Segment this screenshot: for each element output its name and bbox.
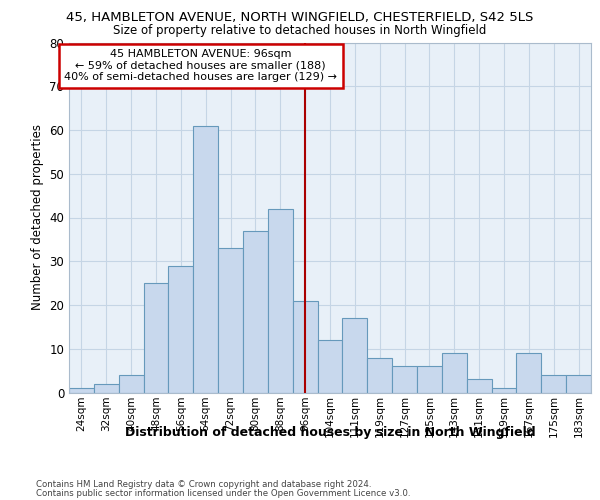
Y-axis label: Number of detached properties: Number of detached properties xyxy=(31,124,44,310)
Bar xyxy=(442,353,467,393)
Bar xyxy=(491,388,517,392)
Bar xyxy=(467,380,491,392)
Text: 45 HAMBLETON AVENUE: 96sqm
← 59% of detached houses are smaller (188)
40% of sem: 45 HAMBLETON AVENUE: 96sqm ← 59% of deta… xyxy=(64,49,337,82)
Bar xyxy=(243,230,268,392)
Bar xyxy=(293,300,317,392)
Bar xyxy=(143,283,169,393)
Bar xyxy=(218,248,243,392)
Text: Contains HM Land Registry data © Crown copyright and database right 2024.: Contains HM Land Registry data © Crown c… xyxy=(36,480,371,489)
Bar xyxy=(343,318,367,392)
Bar xyxy=(193,126,218,392)
Bar xyxy=(119,375,143,392)
Bar xyxy=(417,366,442,392)
Text: Size of property relative to detached houses in North Wingfield: Size of property relative to detached ho… xyxy=(113,24,487,37)
Bar xyxy=(69,388,94,392)
Bar xyxy=(517,353,541,393)
Bar xyxy=(268,209,293,392)
Bar xyxy=(392,366,417,392)
Bar xyxy=(566,375,591,392)
Text: Contains public sector information licensed under the Open Government Licence v3: Contains public sector information licen… xyxy=(36,488,410,498)
Bar xyxy=(367,358,392,392)
Bar xyxy=(541,375,566,392)
Bar xyxy=(169,266,193,392)
Bar xyxy=(94,384,119,392)
Text: 45, HAMBLETON AVENUE, NORTH WINGFIELD, CHESTERFIELD, S42 5LS: 45, HAMBLETON AVENUE, NORTH WINGFIELD, C… xyxy=(67,11,533,24)
Bar xyxy=(317,340,343,392)
Text: Distribution of detached houses by size in North Wingfield: Distribution of detached houses by size … xyxy=(125,426,535,439)
